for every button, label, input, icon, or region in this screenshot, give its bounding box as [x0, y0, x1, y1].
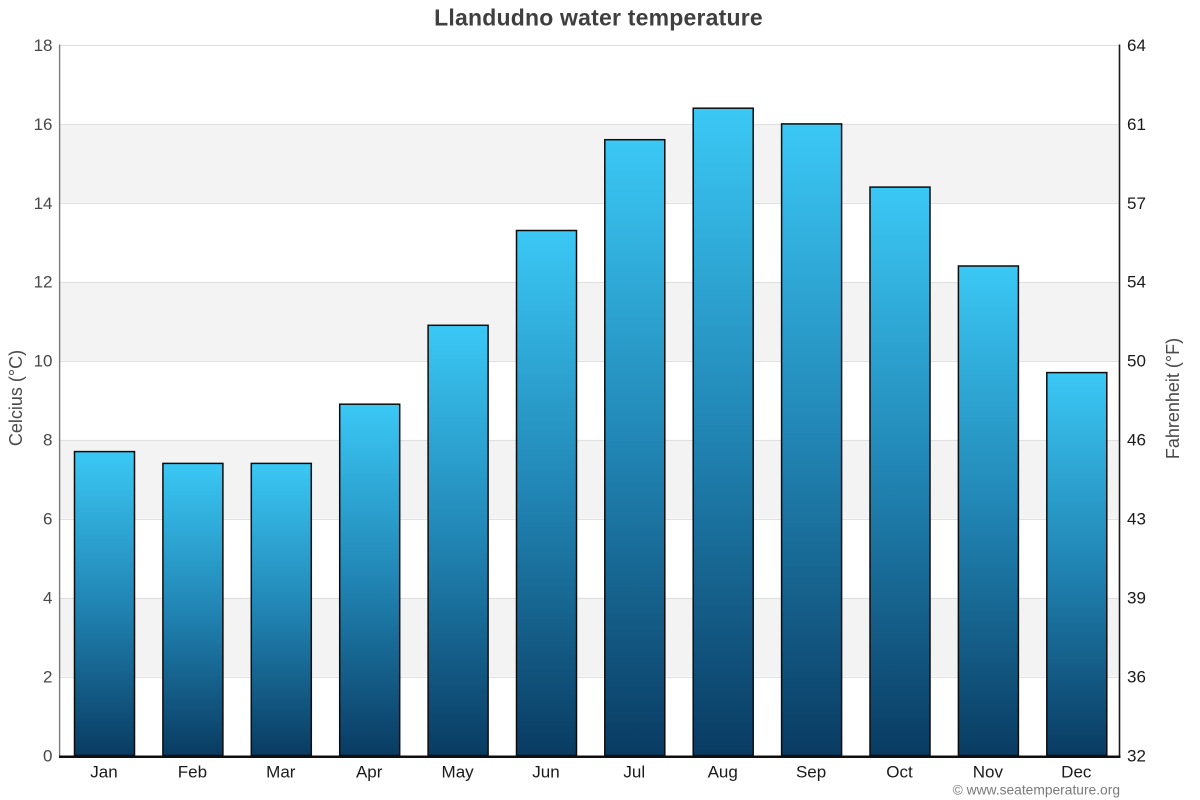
svg-text:16: 16	[34, 115, 53, 134]
svg-text:39: 39	[1127, 589, 1146, 608]
svg-text:32: 32	[1127, 746, 1146, 765]
svg-text:12: 12	[34, 273, 53, 292]
svg-text:Jun: Jun	[532, 762, 559, 781]
svg-text:8: 8	[43, 431, 52, 450]
svg-text:Sep: Sep	[796, 762, 826, 781]
svg-text:57: 57	[1127, 194, 1146, 213]
svg-text:10: 10	[34, 352, 53, 371]
svg-text:36: 36	[1127, 668, 1146, 687]
svg-text:Apr: Apr	[356, 762, 383, 781]
svg-text:2: 2	[43, 668, 52, 687]
svg-text:May: May	[442, 762, 475, 781]
svg-text:6: 6	[43, 510, 52, 529]
svg-text:46: 46	[1127, 431, 1146, 450]
svg-text:Mar: Mar	[266, 762, 296, 781]
svg-text:0: 0	[43, 746, 52, 765]
svg-text:Jan: Jan	[90, 762, 117, 781]
svg-text:61: 61	[1127, 115, 1146, 134]
svg-text:Llandudno water temperature: Llandudno water temperature	[434, 5, 763, 31]
svg-text:54: 54	[1127, 273, 1146, 292]
svg-text:4: 4	[43, 589, 52, 608]
svg-text:50: 50	[1127, 352, 1146, 371]
svg-text:43: 43	[1127, 510, 1146, 529]
svg-text:64: 64	[1127, 36, 1146, 55]
svg-text:Fahrenheit (°F): Fahrenheit (°F)	[1163, 338, 1183, 459]
svg-text:14: 14	[34, 194, 53, 213]
svg-text:Oct: Oct	[886, 762, 913, 781]
svg-text:Jul: Jul	[623, 762, 645, 781]
svg-text:18: 18	[34, 36, 53, 55]
svg-text:Dec: Dec	[1061, 762, 1092, 781]
svg-text:Celcius (°C): Celcius (°C)	[6, 350, 26, 446]
svg-text:© www.seatemperature.org: © www.seatemperature.org	[953, 783, 1120, 798]
svg-text:Aug: Aug	[708, 762, 738, 781]
svg-text:Nov: Nov	[973, 762, 1004, 781]
svg-text:Feb: Feb	[178, 762, 207, 781]
